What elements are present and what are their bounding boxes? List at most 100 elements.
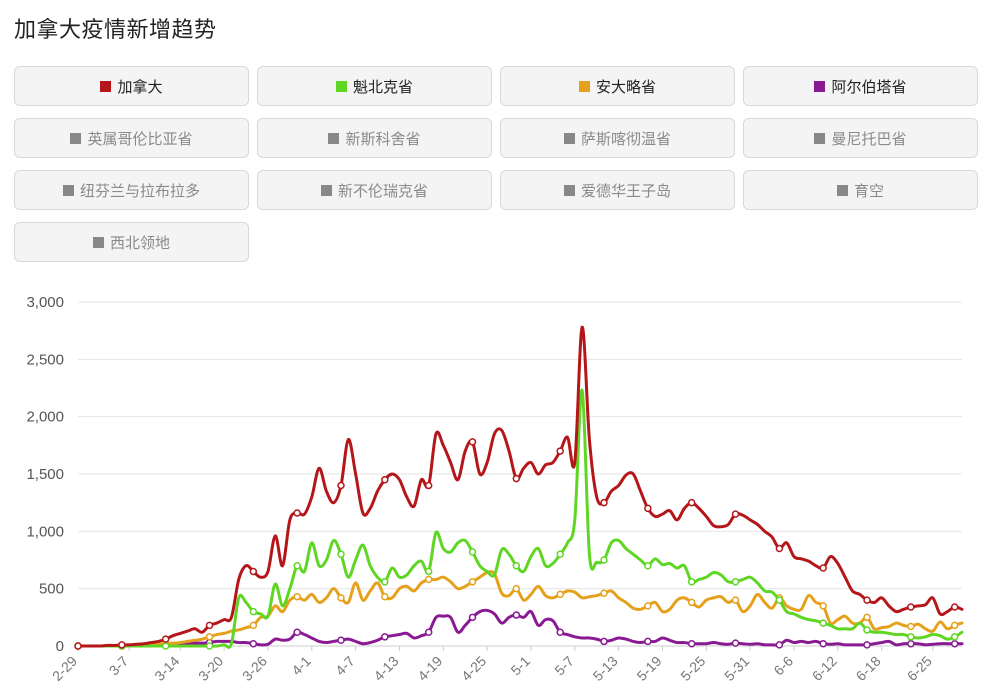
data-point-0-102 <box>819 564 827 572</box>
data-point-1-90 <box>731 578 740 586</box>
data-point-2-90 <box>731 596 740 604</box>
page-title: 加拿大疫情新增趋势 <box>14 17 217 42</box>
data-point-1-78 <box>644 561 652 570</box>
legend: 加拿大 魁北克省 安大略省 阿尔伯塔省英属哥伦比亚省 新斯科舍省 萨斯喀彻温省 曼尼托巴省纽… <box>14 66 980 262</box>
data-point-3-108 <box>863 641 871 649</box>
data-point-2-18 <box>205 633 214 641</box>
y-tick-label-0: 0 <box>56 638 64 655</box>
legend-swatch-10 <box>563 184 575 196</box>
legend-label-0: 加拿大 <box>117 78 163 96</box>
legend-label-10: 爱德华王子岛 <box>580 182 671 200</box>
data-point-1-48 <box>424 567 433 576</box>
data-point-3-54 <box>468 613 477 622</box>
data-point-0-120 <box>950 603 959 611</box>
data-point-3-84 <box>687 639 696 648</box>
data-point-3-114 <box>907 639 915 648</box>
data-point-3-96 <box>775 641 784 649</box>
legend-item-10[interactable]: 爱德华王子岛 <box>500 170 735 210</box>
data-point-2-36 <box>337 594 345 602</box>
x-tick-label-6: 4-7 <box>332 653 358 679</box>
legend-swatch-9 <box>320 184 332 196</box>
legend-label-7: 曼尼托巴省 <box>831 130 907 148</box>
data-point-1-60 <box>512 561 521 570</box>
legend-item-0[interactable]: 加拿大 <box>14 66 249 106</box>
data-point-0-84 <box>687 498 696 507</box>
data-point-2-78 <box>644 602 652 610</box>
x-tick-label-12: 5-13 <box>590 653 621 684</box>
y-tick-label-3: 1,500 <box>26 466 64 483</box>
legend-label-8: 纽芬兰与拉布拉多 <box>79 182 200 200</box>
data-point-1-12 <box>161 642 170 650</box>
data-point-2-114 <box>907 622 915 631</box>
legend-item-6[interactable]: 萨斯喀彻温省 <box>500 118 735 158</box>
legend-label-9: 新不伦瑞克省 <box>337 182 428 200</box>
data-point-2-60 <box>512 584 521 593</box>
legend-swatch-8 <box>62 184 74 196</box>
data-point-3-78 <box>644 637 652 646</box>
data-point-0-54 <box>468 438 477 446</box>
data-point-3-72 <box>600 637 608 646</box>
legend-item-4[interactable]: 英属哥伦比亚省 <box>14 118 249 158</box>
data-point-1-18 <box>205 642 214 650</box>
data-point-3-36 <box>337 636 345 645</box>
line-chart: 0 500 1,000 1,500 2,000 2,500 3,000 2-29 3-7 3-14… <box>26 294 964 684</box>
data-point-1-72 <box>600 556 608 564</box>
data-point-2-42 <box>381 592 389 601</box>
x-tick-label-18: 6-18 <box>853 653 884 684</box>
legend-label-2: 安大略省 <box>595 78 656 96</box>
legend-swatch-1 <box>335 80 347 92</box>
data-point-0-42 <box>381 475 389 484</box>
x-tick-label-15: 5-31 <box>721 653 752 684</box>
data-point-2-84 <box>687 598 696 607</box>
data-point-3-90 <box>731 639 740 647</box>
x-tick-label-19: 6-25 <box>904 653 935 684</box>
series-line-0 <box>76 325 964 648</box>
legend-item-8[interactable]: 纽芬兰与拉布拉多 <box>14 170 249 210</box>
legend-label-1: 魁北克省 <box>352 78 413 96</box>
data-point-1-36 <box>337 550 345 559</box>
data-point-1-30 <box>293 561 301 570</box>
data-point-1-54 <box>468 548 477 556</box>
legend-item-5[interactable]: 新斯科舍省 <box>257 118 492 158</box>
series-line-1 <box>76 388 964 649</box>
data-point-0-66 <box>556 447 564 455</box>
legend-item-9[interactable]: 新不伦瑞克省 <box>257 170 492 210</box>
legend-swatch-7 <box>814 132 826 144</box>
data-point-2-48 <box>424 575 433 584</box>
legend-swatch-6 <box>563 132 575 144</box>
legend-item-1[interactable]: 魁北克省 <box>257 66 492 106</box>
legend-item-3[interactable]: 阿尔伯塔省 <box>743 66 978 106</box>
legend-item-2[interactable]: 安大略省 <box>500 66 735 106</box>
x-tick-label-14: 5-25 <box>677 653 708 684</box>
legend-item-12[interactable]: 西北领地 <box>14 222 249 262</box>
data-point-0-30 <box>293 509 301 517</box>
data-point-1-120 <box>950 633 959 641</box>
data-point-0-36 <box>337 481 345 490</box>
data-point-3-30 <box>293 628 301 636</box>
data-point-3-24 <box>249 639 258 648</box>
legend-label-11: 育空 <box>853 182 884 200</box>
data-point-1-96 <box>775 596 784 604</box>
legend-swatch-4 <box>70 132 82 144</box>
data-point-2-102 <box>819 602 827 610</box>
legend-item-11[interactable]: 育空 <box>743 170 978 210</box>
data-point-1-84 <box>687 578 696 586</box>
x-tick-label-3: 3-20 <box>195 653 226 684</box>
data-point-3-66 <box>556 628 564 636</box>
data-point-3-60 <box>512 611 521 619</box>
legend-swatch-12 <box>92 236 104 248</box>
legend-swatch-2 <box>578 80 590 92</box>
y-tick-label-4: 2,000 <box>26 409 64 426</box>
legend-label-4: 英属哥伦比亚省 <box>87 130 193 148</box>
legend-item-7[interactable]: 曼尼托巴省 <box>743 118 978 158</box>
data-point-2-24 <box>249 621 258 630</box>
x-tick-label-11: 5-7 <box>551 653 577 679</box>
data-point-1-108 <box>863 626 871 634</box>
data-point-0-18 <box>205 621 214 630</box>
data-point-3-120 <box>950 639 959 648</box>
x-tick-label-16: 6-6 <box>770 653 796 679</box>
y-tick-label-5: 2,500 <box>26 351 64 368</box>
data-point-0-108 <box>863 596 871 604</box>
x-tick-label-9: 4-25 <box>458 653 489 684</box>
data-point-2-66 <box>556 590 564 599</box>
